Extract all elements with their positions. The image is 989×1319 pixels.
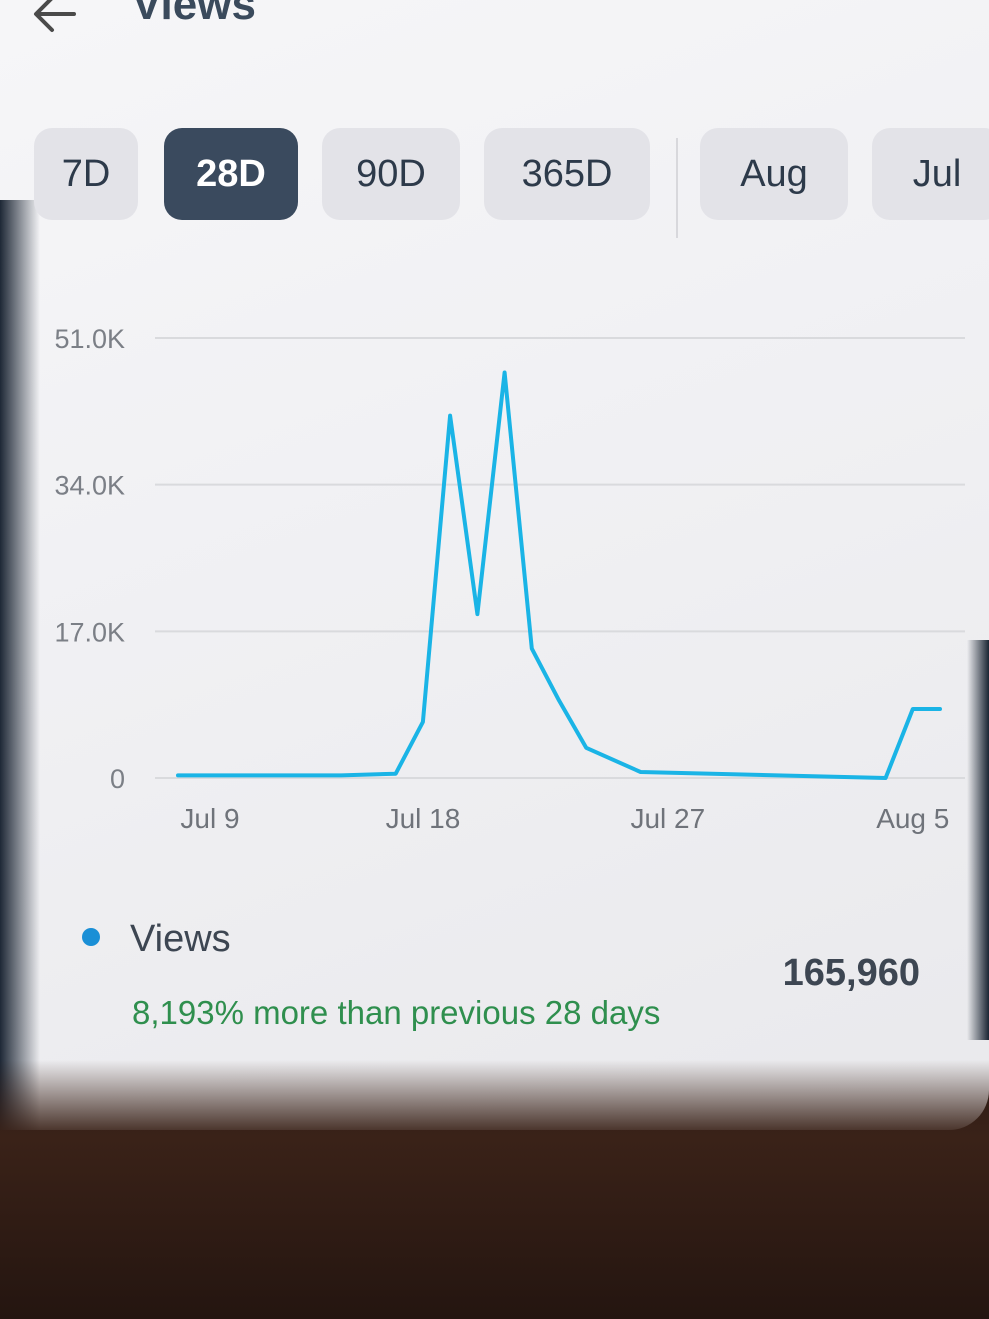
header: Views	[0, 0, 989, 48]
tab-label: Jul	[912, 152, 962, 195]
legend: Views 165,960 8,193% more than previous …	[78, 918, 958, 1058]
tab-label: 7D	[61, 152, 111, 195]
y-tick-label: 17.0K	[54, 617, 125, 647]
tab-28d[interactable]: 28D	[164, 128, 298, 220]
legend-label: Views	[130, 918, 231, 960]
views-line-chart: 0 17.0K 34.0K 51.0K Jul 9 Jul 18 Jul 27 Aug 5	[54, 324, 965, 834]
hand-shadow	[0, 1060, 989, 1319]
phone-edge-left	[0, 200, 40, 1130]
tab-label: 365D	[521, 152, 613, 195]
y-tick-label: 0	[110, 764, 125, 794]
comparison-text: 8,193% more than previous 28 days	[132, 994, 661, 1031]
tab-label: 90D	[356, 152, 426, 195]
tab-jul[interactable]: Jul	[872, 128, 989, 220]
series-line-views	[176, 370, 942, 780]
x-tick-label: Jul 9	[180, 803, 239, 834]
tab-365d[interactable]: 365D	[484, 128, 650, 220]
back-button[interactable]	[28, 0, 80, 40]
phone-edge-right	[967, 640, 989, 1040]
y-tick-label: 34.0K	[54, 471, 125, 501]
y-tick-label: 51.0K	[54, 324, 125, 354]
page-title: Views	[132, 0, 256, 29]
tab-7d[interactable]: 7D	[34, 128, 138, 220]
app-screen: Views 7D 28D 90D 365D Aug Jul 0 17.0K 34.0…	[0, 0, 989, 1130]
tab-label: Aug	[740, 152, 808, 195]
tab-90d[interactable]: 90D	[322, 128, 460, 220]
x-tick-label: Jul 27	[630, 803, 705, 834]
tab-label: 28D	[196, 152, 266, 195]
x-tick-label: Jul 18	[386, 803, 461, 834]
x-tick-label: Aug 5	[876, 803, 949, 834]
legend-dot	[82, 928, 100, 946]
tab-aug[interactable]: Aug	[700, 128, 848, 220]
tab-divider	[676, 138, 678, 238]
arrow-left-icon	[28, 0, 80, 44]
period-tabs: 7D 28D 90D 365D Aug Jul	[0, 128, 989, 238]
total-views: 165,960	[782, 952, 920, 994]
